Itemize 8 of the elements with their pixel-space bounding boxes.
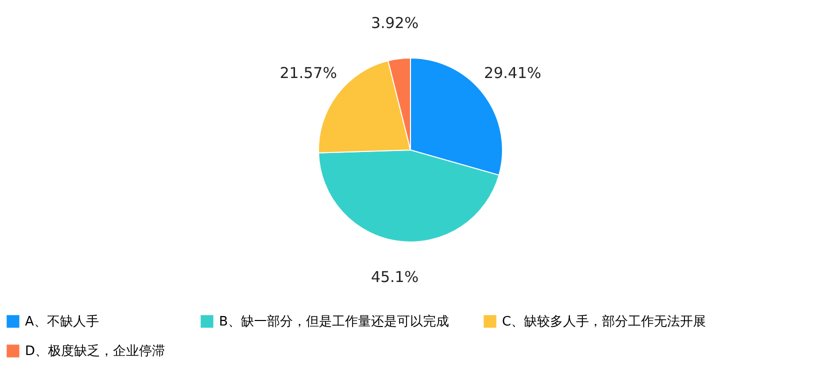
legend-label: D、极度缺乏，企业停滞 — [25, 343, 166, 359]
legend-label: A、不缺人手 — [25, 314, 99, 330]
legend-label: B、缺一部分，但是工作量还是可以完成 — [219, 313, 449, 330]
data-label: 29.41% — [484, 64, 542, 82]
data-label: 21.57% — [280, 64, 337, 82]
data-label: 45.1% — [370, 268, 419, 286]
data-label: 3.92% — [370, 14, 419, 32]
legend-label: C、缺较多人手，部分工作无法开展 — [502, 314, 706, 330]
